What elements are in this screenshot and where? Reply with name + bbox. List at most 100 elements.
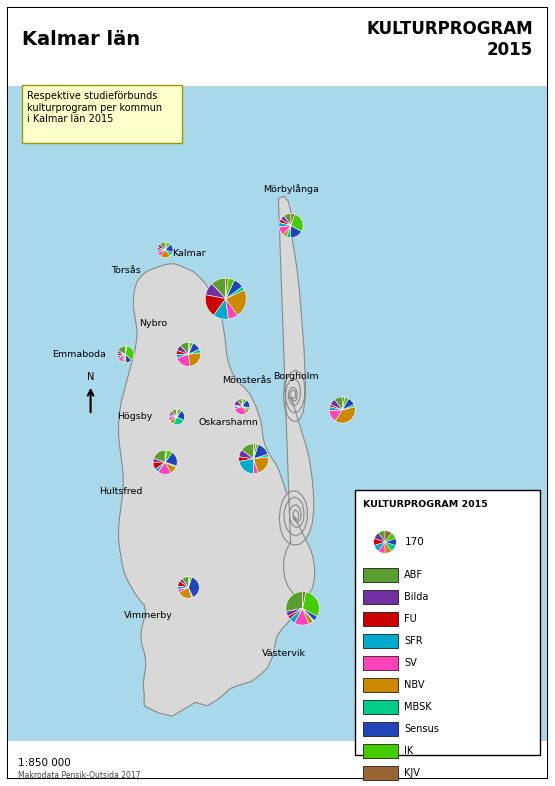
Wedge shape	[226, 290, 246, 315]
Wedge shape	[182, 577, 189, 587]
Text: Makrodata Pensik-Outsida 2017: Makrodata Pensik-Outsida 2017	[18, 771, 140, 780]
Wedge shape	[238, 399, 242, 406]
Wedge shape	[254, 457, 269, 473]
Text: Mörbylånga: Mörbylånga	[263, 185, 319, 194]
Bar	[363, 722, 398, 736]
Wedge shape	[385, 542, 396, 551]
Wedge shape	[165, 450, 166, 462]
Text: Kalmar län: Kalmar län	[22, 30, 140, 49]
Wedge shape	[254, 445, 268, 459]
Wedge shape	[170, 410, 177, 417]
Wedge shape	[124, 354, 126, 362]
Text: Sensus: Sensus	[404, 724, 439, 734]
Wedge shape	[342, 397, 345, 410]
Bar	[363, 590, 398, 604]
Wedge shape	[205, 284, 226, 299]
Wedge shape	[291, 214, 303, 231]
Wedge shape	[290, 608, 302, 623]
Wedge shape	[157, 250, 165, 252]
Bar	[8, 741, 547, 778]
Wedge shape	[165, 462, 176, 468]
Bar	[363, 568, 398, 582]
Bar	[363, 744, 398, 758]
Wedge shape	[226, 280, 243, 299]
Wedge shape	[118, 354, 125, 362]
Bar	[363, 678, 398, 692]
Wedge shape	[125, 354, 132, 362]
Text: KULTURPROGRAM
2015: KULTURPROGRAM 2015	[366, 20, 533, 59]
Wedge shape	[157, 248, 165, 250]
Wedge shape	[379, 531, 385, 542]
Wedge shape	[211, 278, 226, 299]
Text: MBSK: MBSK	[404, 702, 432, 712]
Wedge shape	[177, 354, 190, 366]
Polygon shape	[279, 196, 315, 597]
Wedge shape	[153, 462, 165, 469]
Wedge shape	[302, 592, 306, 608]
Text: Kalmar: Kalmar	[171, 249, 205, 258]
Wedge shape	[160, 250, 170, 258]
Wedge shape	[189, 342, 193, 354]
Wedge shape	[235, 406, 246, 414]
Wedge shape	[302, 608, 314, 624]
Wedge shape	[385, 538, 396, 545]
Wedge shape	[226, 278, 228, 299]
Wedge shape	[254, 444, 255, 459]
Text: Västervik: Västervik	[262, 649, 306, 658]
Bar	[8, 8, 547, 86]
Bar	[363, 700, 398, 714]
Wedge shape	[189, 353, 200, 366]
Text: IK: IK	[404, 746, 413, 756]
Wedge shape	[281, 216, 291, 226]
Wedge shape	[176, 354, 189, 358]
Wedge shape	[335, 397, 342, 410]
Wedge shape	[239, 457, 254, 461]
Text: 170: 170	[405, 537, 425, 547]
Wedge shape	[234, 406, 242, 409]
Wedge shape	[385, 542, 392, 553]
Wedge shape	[158, 244, 165, 250]
Wedge shape	[158, 250, 165, 256]
Wedge shape	[242, 399, 243, 406]
Text: Vimmerby: Vimmerby	[124, 611, 173, 620]
Wedge shape	[169, 413, 177, 417]
Wedge shape	[205, 295, 226, 315]
Wedge shape	[234, 400, 242, 406]
Wedge shape	[342, 405, 355, 410]
Wedge shape	[118, 346, 125, 354]
Wedge shape	[329, 410, 342, 421]
Wedge shape	[165, 450, 172, 462]
Wedge shape	[177, 410, 185, 421]
Wedge shape	[165, 244, 173, 252]
Wedge shape	[117, 351, 125, 354]
Wedge shape	[241, 444, 254, 459]
Wedge shape	[288, 608, 302, 619]
Wedge shape	[189, 587, 193, 598]
Bar	[363, 634, 398, 648]
Text: Mönsterås: Mönsterås	[222, 376, 271, 384]
Wedge shape	[117, 354, 125, 358]
Wedge shape	[117, 353, 125, 356]
Wedge shape	[169, 414, 177, 417]
Wedge shape	[177, 410, 181, 417]
Wedge shape	[239, 459, 254, 474]
Wedge shape	[302, 592, 320, 616]
Wedge shape	[375, 542, 385, 551]
Wedge shape	[189, 342, 190, 354]
Wedge shape	[174, 417, 184, 424]
Wedge shape	[189, 343, 199, 354]
Wedge shape	[189, 577, 190, 587]
Wedge shape	[189, 349, 200, 354]
Wedge shape	[189, 577, 199, 597]
Wedge shape	[286, 226, 291, 237]
Wedge shape	[125, 346, 134, 360]
Wedge shape	[385, 533, 396, 542]
Text: Emmaboda: Emmaboda	[52, 350, 106, 359]
Wedge shape	[295, 608, 309, 625]
Wedge shape	[165, 462, 176, 473]
Wedge shape	[329, 407, 342, 411]
Text: Oskarshamn: Oskarshamn	[198, 418, 258, 427]
Wedge shape	[169, 417, 177, 421]
Polygon shape	[119, 264, 300, 716]
Wedge shape	[165, 453, 177, 466]
